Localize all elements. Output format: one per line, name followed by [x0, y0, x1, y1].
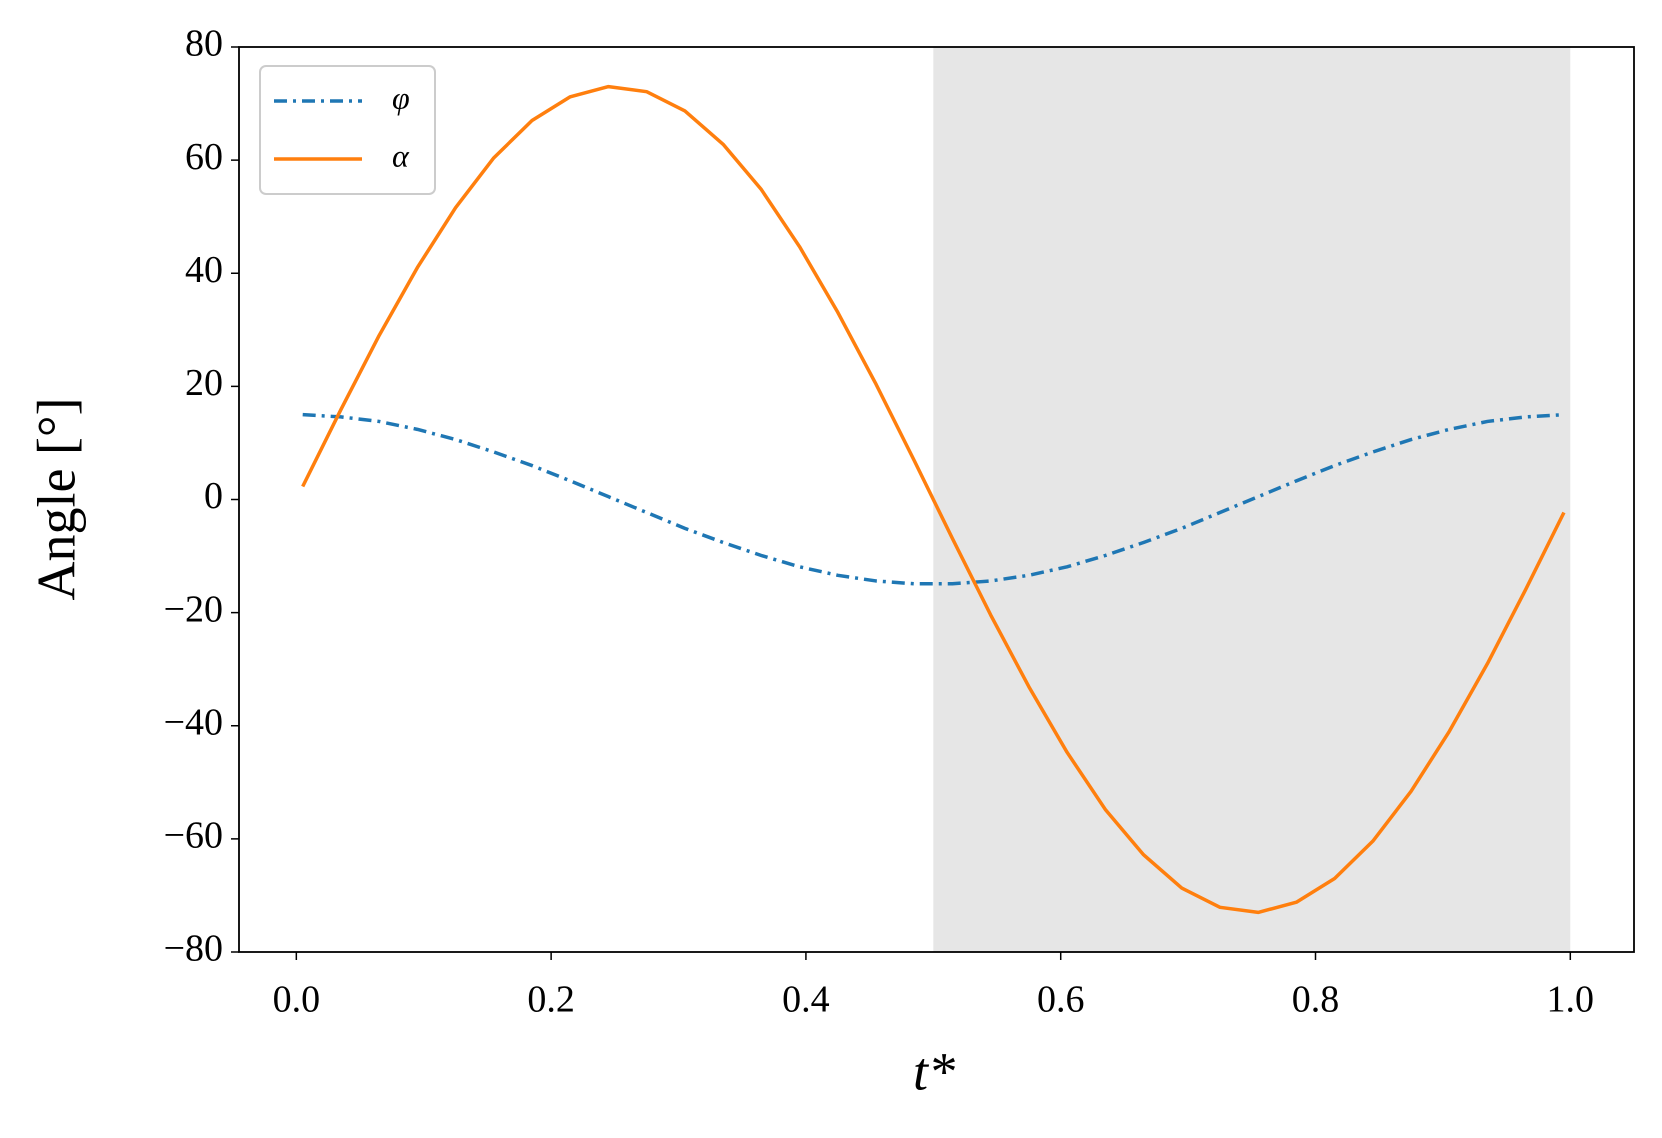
y-tick-label: −40 [164, 701, 223, 743]
y-tick-label: −80 [164, 928, 223, 970]
y-tick-label: 80 [185, 23, 223, 65]
legend-label: φ [392, 79, 410, 115]
y-axis-label: Angle [°] [26, 397, 86, 600]
y-tick-label: 40 [185, 249, 223, 291]
legend-box [259, 65, 436, 195]
x-tick-label: 0.8 [1292, 979, 1340, 1021]
x-axis-label: t* [913, 1041, 955, 1101]
x-tick-label: 0.0 [273, 979, 321, 1021]
y-tick-label: −20 [164, 588, 223, 630]
y-tick-label: −60 [164, 815, 223, 857]
series-line [302, 412, 1565, 586]
y-tick-label: 20 [185, 362, 223, 404]
y-tick-label: 60 [185, 136, 223, 178]
series-line [301, 84, 1566, 915]
y-tick-label: 0 [204, 475, 223, 517]
x-tick-label: 0.4 [782, 979, 830, 1021]
x-tick-label: 0.2 [527, 979, 575, 1021]
plot-frame [238, 46, 1635, 953]
legend: φα [259, 65, 436, 195]
x-tick-label: 1.0 [1547, 979, 1595, 1021]
legend-label: α [392, 137, 410, 173]
x-tick-label: 0.6 [1037, 979, 1085, 1021]
